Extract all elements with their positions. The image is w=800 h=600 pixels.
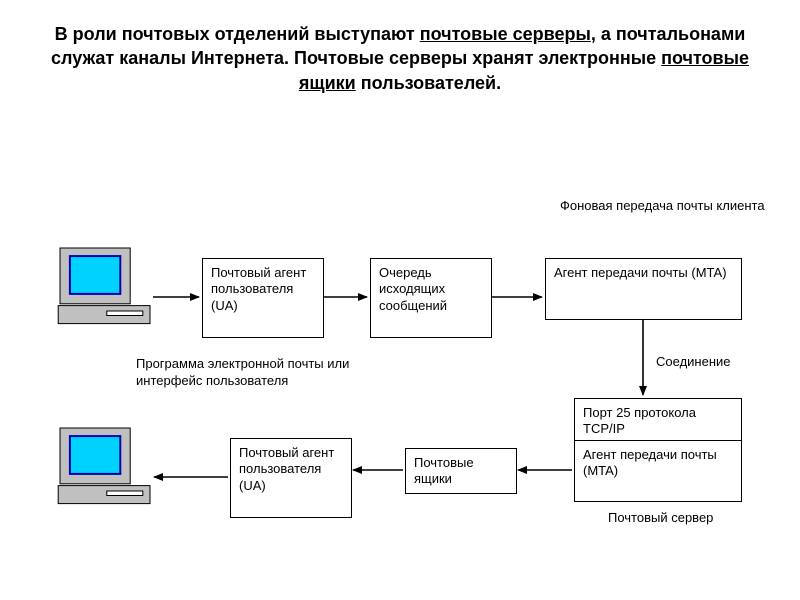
label-connection: Соединение — [656, 354, 776, 371]
label-bg-transfer: Фоновая передача почты клиента — [560, 198, 780, 215]
node-queue: Очередь исходящих сообщений — [370, 258, 492, 338]
label-mail-server: Почтовый сервер — [608, 510, 768, 527]
node-port: Порт 25 протокола TCP/IP — [574, 398, 742, 442]
node-mta2: Агент передачи почты (MTA) — [574, 440, 742, 502]
node-ua2: Почтовый агент пользователя (UA) — [230, 438, 352, 518]
node-mta1: Агент передачи почты (MTA) — [545, 258, 742, 320]
diagram-title: В роли почтовых отделений выступают почт… — [50, 22, 750, 95]
node-ua1: Почтовый агент пользователя (UA) — [202, 258, 324, 338]
node-mailbox: Почтовые ящики — [405, 448, 517, 494]
label-program-ui: Программа электронной почты или интерфей… — [136, 356, 396, 390]
